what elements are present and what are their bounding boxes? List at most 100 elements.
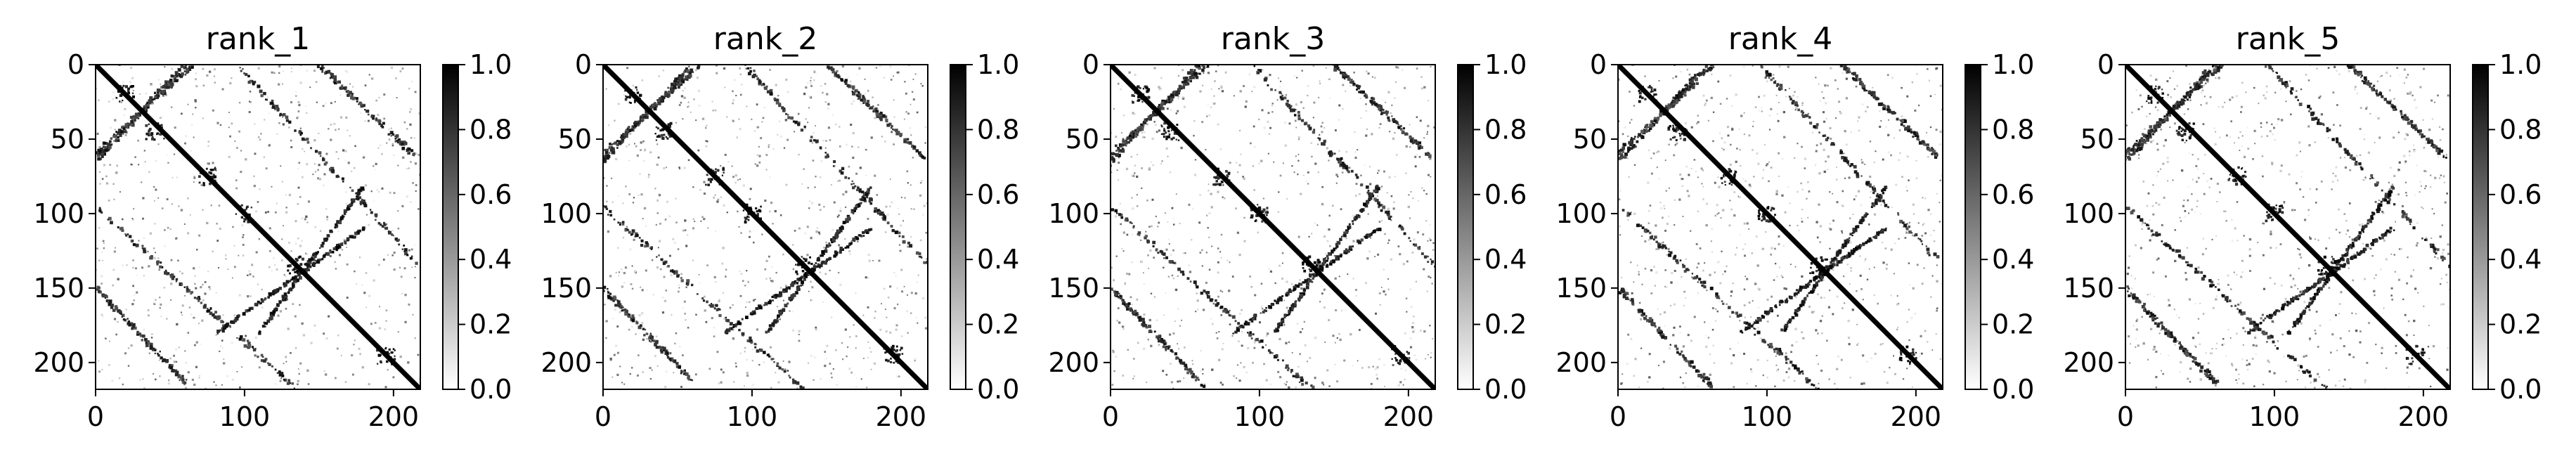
heatmap-cell — [302, 334, 306, 337]
heatmap-cell — [720, 368, 723, 371]
heatmap-cell — [1358, 329, 1361, 331]
heatmap-cell — [1146, 123, 1148, 126]
heatmap-cell — [1122, 231, 1125, 234]
heatmap-cell — [107, 301, 110, 304]
heatmap-cells — [603, 65, 928, 389]
heatmap-cell — [130, 163, 132, 166]
heatmap-cell — [625, 309, 628, 312]
heatmap-cell — [1160, 337, 1163, 341]
heatmap-cell — [104, 148, 108, 152]
heatmap-cell — [621, 271, 623, 273]
heatmap-cell — [355, 197, 357, 200]
heatmap-cell — [115, 333, 117, 336]
heatmap-cell — [156, 263, 159, 266]
heatmap-cell — [1220, 257, 1222, 259]
heatmap-cell — [171, 67, 174, 70]
heatmap-cell — [732, 325, 735, 328]
heatmap-cell — [349, 83, 351, 85]
heatmap-cell — [159, 133, 162, 136]
heatmap-cell — [718, 300, 720, 303]
heatmap-cell — [884, 219, 886, 221]
heatmap-cell — [1319, 134, 1321, 136]
heatmap-cell — [764, 301, 768, 306]
heatmap-cell — [1218, 331, 1220, 333]
heatmap-cell — [221, 339, 224, 342]
heatmap-cell — [231, 378, 234, 381]
heatmap-cell — [1399, 224, 1402, 228]
heatmap-cell — [631, 129, 633, 131]
heatmap-cell — [1203, 72, 1205, 74]
heatmap-cell — [1382, 205, 1386, 209]
heatmap-cell — [136, 112, 138, 115]
heatmap-cell — [194, 283, 196, 285]
heatmap-cell — [853, 100, 855, 103]
heatmap-cell — [1258, 118, 1260, 121]
heatmap-cell — [1365, 110, 1368, 112]
heatmap-cell — [666, 356, 670, 358]
heatmap-cell — [1350, 332, 1352, 336]
heatmap-cell — [791, 311, 794, 313]
heatmap-cell — [1115, 136, 1118, 138]
heatmap-cell — [306, 260, 309, 263]
heatmap-cell — [1112, 349, 1114, 352]
heatmap-cell — [1317, 137, 1320, 139]
heatmap-cell — [705, 145, 708, 148]
heatmap-cell — [1131, 261, 1133, 264]
heatmap-cell — [887, 297, 890, 299]
heatmap-cell — [839, 249, 842, 252]
heatmap-cell — [130, 119, 134, 124]
heatmap-cell — [848, 250, 850, 252]
heatmap-cell — [187, 332, 190, 334]
heatmap-cell — [144, 107, 147, 110]
heatmap-cell — [1120, 223, 1122, 226]
heatmap-cell — [792, 293, 796, 296]
heatmap-cell — [869, 347, 871, 349]
heatmap-cell — [332, 76, 335, 79]
heatmap-cell — [275, 306, 278, 308]
heatmap-cell — [655, 139, 657, 141]
heatmap-cell — [1380, 287, 1383, 288]
heatmap-cell — [370, 211, 373, 214]
heatmap-cell — [287, 379, 291, 382]
heatmap-cell — [804, 232, 807, 235]
heatmap-cell — [212, 250, 214, 252]
heatmap-cell — [1205, 252, 1208, 254]
heatmap-cell — [923, 156, 926, 160]
heatmap-cell — [1281, 252, 1284, 254]
heatmap-cell — [271, 311, 276, 316]
heatmap-cell — [204, 281, 207, 283]
heatmap-cell — [1241, 344, 1243, 347]
heatmap-cell — [1415, 358, 1418, 361]
heatmap-cell — [260, 298, 264, 301]
heatmap-cell — [806, 122, 809, 124]
heatmap-cell — [831, 316, 833, 318]
heatmap-cell — [1321, 131, 1323, 134]
heatmap-cell — [254, 302, 258, 306]
heatmap-cell — [1175, 356, 1179, 360]
heatmap-cell — [712, 110, 714, 112]
heatmap-cell — [400, 275, 403, 278]
heatmap-cell — [347, 205, 349, 208]
heatmap-cell — [160, 356, 163, 359]
heatmap-cell — [833, 201, 836, 204]
heatmap-cell — [732, 304, 734, 306]
heatmap-cell — [274, 383, 277, 385]
heatmap-cell — [185, 361, 188, 364]
heatmap-cell — [261, 325, 265, 328]
heatmap-cell — [640, 141, 642, 144]
heatmap-cell — [309, 261, 312, 264]
heatmap-cell — [834, 71, 836, 74]
heatmap-cell — [396, 97, 398, 98]
heatmap-cell — [616, 140, 619, 143]
heatmap-cell — [108, 303, 112, 306]
heatmap-cell — [138, 240, 140, 242]
heatmap-cell — [1113, 370, 1115, 372]
heatmap-cell — [1157, 226, 1159, 228]
heatmap-cell — [763, 351, 766, 354]
heatmap-cell — [1394, 176, 1396, 178]
heatmap-cell — [667, 265, 670, 268]
heatmap-cell — [113, 250, 117, 253]
heatmap-cell — [819, 146, 822, 149]
heatmap-cell — [290, 67, 292, 70]
heatmap-cell — [637, 122, 640, 125]
